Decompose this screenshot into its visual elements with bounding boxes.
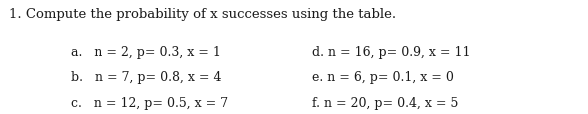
Text: b.   n = 7, p= 0.8, x = 4: b. n = 7, p= 0.8, x = 4 bbox=[71, 71, 221, 84]
Text: f. n = 20, p= 0.4, x = 5: f. n = 20, p= 0.4, x = 5 bbox=[312, 96, 458, 109]
Text: c.   n = 12, p= 0.5, x = 7: c. n = 12, p= 0.5, x = 7 bbox=[71, 96, 228, 109]
Text: 1. Compute the probability of x successes using the table.: 1. Compute the probability of x successe… bbox=[9, 8, 396, 21]
Text: e. n = 6, p= 0.1, x = 0: e. n = 6, p= 0.1, x = 0 bbox=[312, 71, 453, 84]
Text: d. n = 16, p= 0.9, x = 11: d. n = 16, p= 0.9, x = 11 bbox=[312, 46, 470, 58]
Text: a.   n = 2, p= 0.3, x = 1: a. n = 2, p= 0.3, x = 1 bbox=[71, 46, 220, 58]
